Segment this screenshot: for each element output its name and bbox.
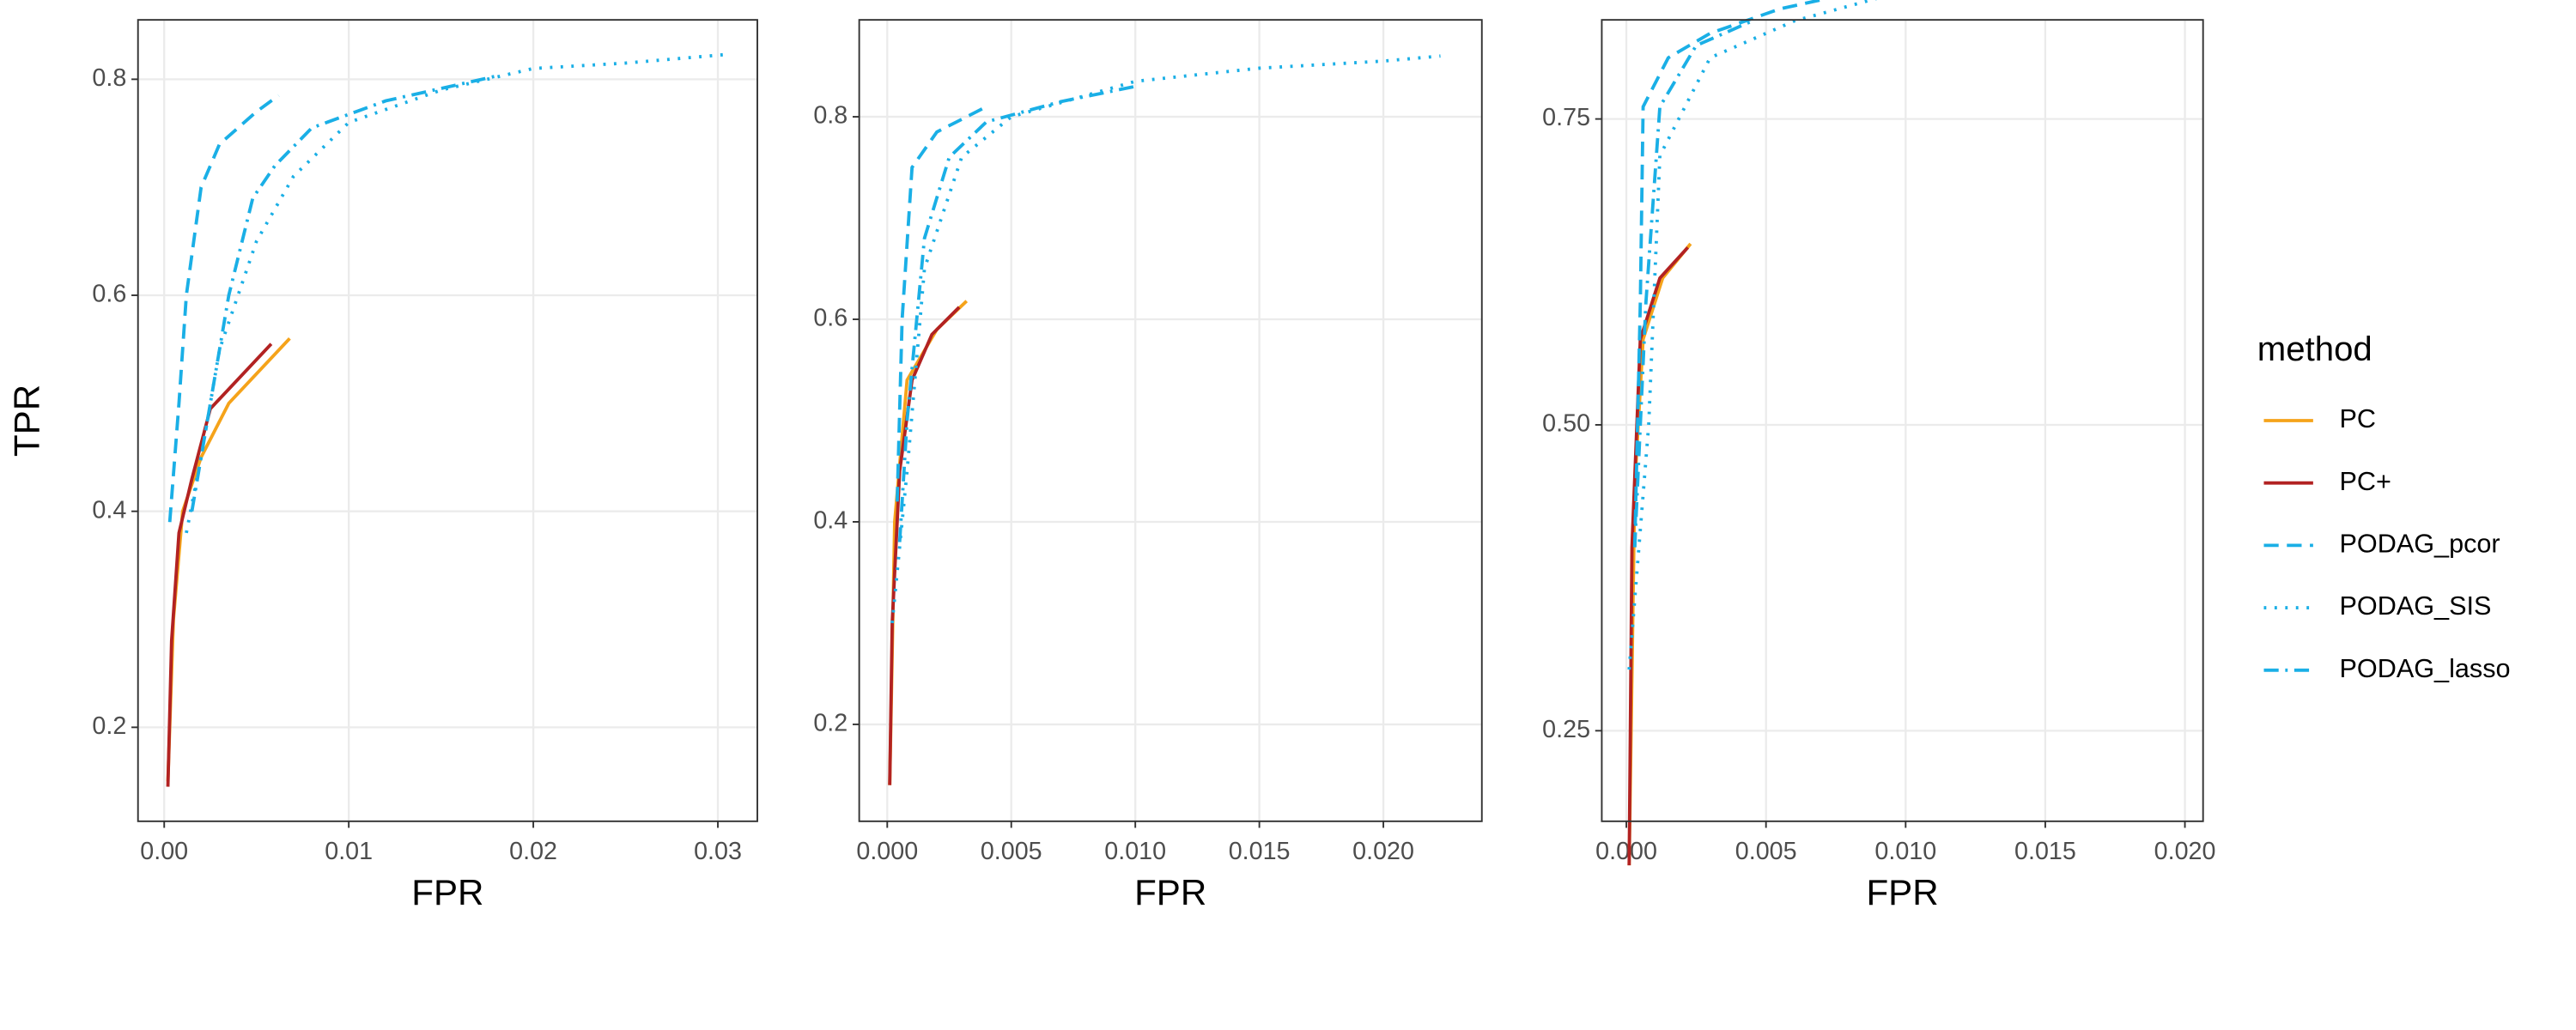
x-axis-title: FPR: [1134, 872, 1206, 912]
x-tick-label: 0.005: [1735, 838, 1797, 865]
series-line: [897, 84, 1136, 542]
legend-label: PODAG_SIS: [2339, 591, 2491, 621]
x-axis-title: FPR: [411, 872, 483, 912]
series-line: [888, 306, 961, 785]
y-tick-label: 0.6: [813, 305, 848, 332]
x-tick-label: 0.00: [140, 838, 188, 865]
x-tick-label: 0.015: [1229, 838, 1291, 865]
x-tick-label: 0.02: [509, 838, 557, 865]
y-tick-label: 0.2: [813, 709, 848, 736]
x-tick-label: 0.010: [1874, 838, 1936, 865]
legend-label: PODAG_lasso: [2339, 654, 2510, 683]
y-tick-label: 0.25: [1542, 716, 1590, 743]
x-tick-label: 0.020: [2154, 838, 2216, 865]
y-tick-label: 0.2: [92, 712, 126, 740]
panel-border: [858, 19, 1483, 822]
series-line: [1632, 0, 1828, 548]
y-tick-label: 0.8: [92, 64, 126, 92]
series-line: [190, 74, 497, 512]
x-axis-title: FPR: [1866, 872, 1938, 912]
x-tick-label: 0.01: [325, 838, 373, 865]
legend-label: PODAG_pcor: [2339, 529, 2500, 558]
x-tick-label: 0.010: [1104, 838, 1166, 865]
series-line: [890, 54, 1441, 624]
series-line: [167, 94, 280, 523]
series-line: [1632, 19, 1753, 548]
series-line: [1627, 0, 1878, 670]
y-tick-label: 0.8: [813, 102, 848, 130]
x-tick-label: 0.005: [981, 838, 1042, 865]
y-axis-title: TPR: [7, 385, 47, 457]
series-line: [166, 342, 273, 787]
y-tick-label: 0.4: [813, 507, 848, 535]
legend-title: method: [2257, 330, 2372, 368]
y-tick-label: 0.75: [1542, 104, 1590, 131]
panel-border: [137, 19, 758, 822]
y-tick-label: 0.50: [1542, 410, 1590, 438]
legend-label: PC: [2339, 404, 2376, 433]
legend-label: PC+: [2339, 467, 2391, 496]
x-tick-label: 0.000: [856, 838, 918, 865]
y-tick-label: 0.6: [92, 281, 126, 308]
panel-border: [1601, 19, 2204, 822]
series-line: [895, 105, 987, 502]
x-tick-label: 0.020: [1352, 838, 1414, 865]
series-line: [185, 52, 727, 534]
y-tick-label: 0.4: [92, 496, 126, 524]
x-tick-label: 0.015: [2014, 838, 2076, 865]
x-tick-label: 0.000: [1595, 838, 1657, 865]
x-tick-label: 0.03: [694, 838, 742, 865]
series-line: [166, 337, 291, 782]
